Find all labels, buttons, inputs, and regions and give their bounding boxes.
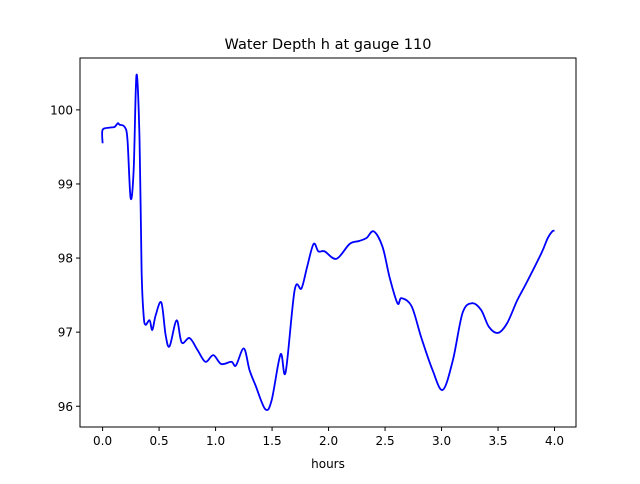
y-tick-label: 98 (58, 252, 73, 266)
plot-area-frame (79, 57, 577, 428)
x-tick-label: 4.0 (545, 434, 564, 448)
x-tick-label: 2.5 (376, 434, 395, 448)
y-tick-label: 96 (58, 400, 73, 414)
x-tick-label: 3.5 (488, 434, 507, 448)
x-tick-label: 0.5 (150, 434, 169, 448)
x-tick-label: 3.0 (432, 434, 451, 448)
x-axis-label: hours (311, 457, 345, 471)
chart-title: Water Depth h at gauge 110 (225, 37, 432, 53)
x-tick-label: 1.5 (263, 434, 282, 448)
x-tick-label: 1.0 (206, 434, 225, 448)
x-tick-label: 2.0 (319, 434, 338, 448)
y-tick-label: 100 (50, 103, 73, 117)
series-line-h (101, 73, 555, 412)
x-tick-label: 0.0 (93, 434, 112, 448)
x-axis-ticks: 0.0 0.5 1.0 1.5 2.0 2.5 3.0 3.5 4.0 (93, 427, 564, 448)
y-axis-ticks: 96 97 98 99 100 (50, 103, 80, 414)
y-tick-label: 97 (58, 326, 73, 340)
y-tick-label: 99 (58, 177, 73, 191)
